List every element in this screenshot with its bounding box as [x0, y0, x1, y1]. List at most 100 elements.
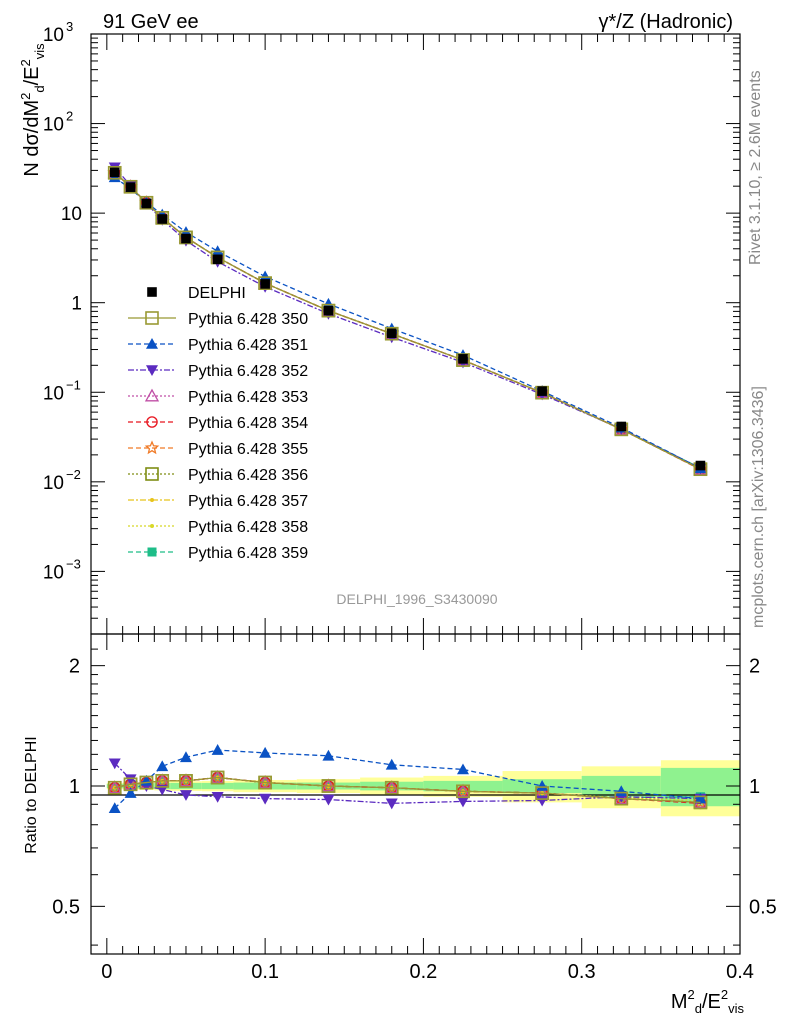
ratio-series-line	[114, 776, 701, 804]
ratio-y-tick-label: 0.5	[52, 896, 80, 918]
ratio-y-axis-label: Ratio to DELPHI	[23, 736, 40, 853]
ratio-series-point	[456, 796, 469, 808]
ratio-y-tick-label-right: 2	[749, 656, 760, 678]
band-stat	[201, 782, 234, 790]
ratio-series-point	[258, 775, 272, 790]
ratio-series-point	[536, 780, 549, 791]
ratio-series-point	[535, 786, 549, 800]
legend: DELPHI Pythia 6.428 350 Pythia 6.428 351 Py…	[128, 285, 308, 562]
ratio-frame	[90, 633, 741, 955]
xlabel-part: M	[671, 991, 688, 1013]
ratio-series-point	[456, 784, 470, 799]
legend-label: Pythia 6.428 359	[188, 545, 308, 562]
legend-label: Pythia 6.428 355	[188, 441, 308, 458]
legend-label: Pythia 6.428 350	[188, 311, 308, 328]
data-point	[181, 233, 191, 244]
y-tick-exponent: 3	[66, 19, 73, 34]
ratio-series-point	[211, 791, 224, 803]
data-point	[537, 386, 547, 396]
rivet-version-label: Rivet 3.1.10, ≥ 2.6M events	[747, 70, 764, 265]
ratio-y-tick-label-right: 1	[749, 776, 760, 798]
series-point	[155, 211, 170, 225]
legend-marker	[144, 388, 160, 402]
main-data-points	[109, 167, 706, 471]
y-tick-label: 1	[71, 294, 82, 315]
y-tick-label: 10	[43, 383, 64, 404]
y-tick-label: 10	[61, 204, 82, 225]
legend-marker	[147, 287, 157, 297]
ratio-series-point	[259, 793, 272, 805]
series-point	[384, 326, 399, 341]
data-point	[125, 182, 136, 192]
ratio-series-point	[139, 775, 154, 790]
ratio-series-point	[259, 746, 272, 758]
x-axis-label: M2d/E2vis	[671, 987, 745, 1016]
series-point	[107, 165, 122, 180]
data-point	[141, 198, 152, 209]
ratio-series-point	[385, 758, 398, 770]
legend-label: Pythia 6.428 358	[188, 519, 308, 536]
x-tick-label: 0.3	[568, 961, 596, 983]
ratio-uncertainty-bands	[106, 760, 740, 817]
ratio-series-point	[210, 770, 225, 785]
ratio-series-point	[179, 790, 192, 801]
y-tick-exponent: −2	[66, 467, 81, 482]
series-point	[123, 179, 138, 194]
ratio-series-point	[156, 760, 169, 772]
data-point	[616, 421, 627, 432]
legend-label: Pythia 6.428 357	[188, 493, 308, 510]
y-tick-label: 10	[43, 25, 64, 46]
data-point	[458, 354, 468, 364]
ylabel-sup: 2	[18, 93, 33, 100]
main-frame	[90, 33, 741, 635]
ratio-series-point	[322, 794, 335, 806]
ratio-series-group	[107, 744, 708, 813]
series-point	[456, 353, 470, 367]
data-point	[260, 279, 270, 289]
ylabel-sup: 2	[18, 59, 33, 66]
ratio-series-point	[321, 779, 336, 793]
ratio-series-point	[123, 777, 138, 792]
ratio-series-point	[108, 802, 121, 813]
header-right-label: γ*/Z (Hadronic)	[599, 11, 733, 33]
ratio-series-point	[210, 770, 225, 783]
legend-marker	[150, 498, 154, 502]
ratio-panel: 0.5 0.51 12 20 0.1 0.2 0.3 0.4 Ratio to DELPHI …	[23, 633, 777, 1016]
legend-marker	[150, 524, 154, 528]
ratio-y-tick-label: 1	[69, 776, 80, 798]
xlabel-part: /E	[702, 991, 721, 1013]
legend-marker	[145, 467, 159, 481]
legend-marker	[147, 547, 157, 557]
main-y-axis-label: N dσ/dM2d/E2vis	[18, 43, 47, 177]
data-point	[386, 328, 397, 339]
xlabel-sub: d	[695, 1001, 702, 1016]
legend-marker	[146, 338, 158, 349]
legend-label: Pythia 6.428 353	[188, 389, 308, 406]
y-tick-label: 10	[43, 562, 64, 583]
analysis-watermark: DELPHI_1996_S3430090	[336, 591, 497, 607]
x-tick-label: 0.4	[726, 961, 754, 983]
data-point	[212, 254, 223, 265]
legend-marker	[146, 365, 158, 376]
series-point	[321, 303, 336, 318]
ylabel-part: /E	[21, 66, 43, 85]
legend-label: DELPHI	[188, 285, 246, 302]
xlabel-sup: 2	[688, 987, 695, 1002]
x-tick-label: 0	[101, 961, 112, 983]
series-point	[139, 195, 154, 210]
ratio-series-point	[385, 798, 398, 810]
legend-marker	[144, 440, 160, 455]
ylabel-part: N dσ/dM	[21, 100, 43, 177]
ylabel-sub: vis	[32, 43, 47, 59]
legend-marker	[145, 311, 159, 325]
series-point	[179, 230, 193, 245]
ratio-y-tick-label: 2	[69, 656, 80, 678]
y-tick-exponent: 2	[66, 109, 73, 124]
ratio-series-point	[693, 795, 708, 810]
ratio-series-point	[614, 791, 629, 806]
xlabel-sup: 2	[721, 987, 728, 1002]
ratio-series-point	[107, 780, 122, 795]
data-point	[695, 460, 706, 471]
